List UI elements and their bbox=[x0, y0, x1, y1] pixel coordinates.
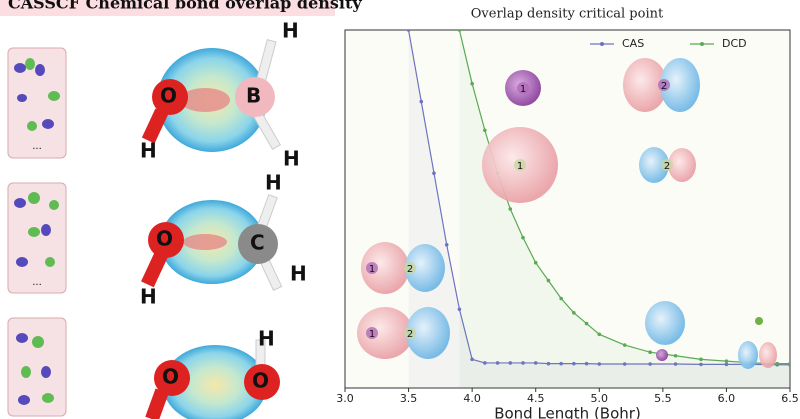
point bbox=[584, 361, 589, 366]
page-title: CASSCF Chemical bond overlap density bbox=[8, 0, 362, 13]
point bbox=[533, 361, 538, 365]
atom-label: H bbox=[265, 171, 282, 195]
legend-marker bbox=[600, 42, 604, 46]
orbital-label: 2 bbox=[664, 161, 670, 172]
atom-label: H bbox=[258, 327, 275, 351]
atom-label: O bbox=[156, 227, 173, 251]
legend-marker bbox=[700, 42, 704, 46]
point bbox=[432, 171, 436, 175]
point bbox=[699, 362, 703, 367]
ellipsis: ... bbox=[32, 277, 42, 288]
point bbox=[572, 361, 576, 366]
point bbox=[508, 361, 513, 365]
point bbox=[521, 361, 525, 365]
point bbox=[559, 361, 563, 366]
orbital-marker bbox=[404, 327, 416, 339]
orbital-label: 1 bbox=[369, 329, 375, 340]
point bbox=[495, 361, 500, 365]
x-axis: 3.0 3.5 4.0 4.5 5.0 5.5 6.0 6.5 Bond Length (Boh… bbox=[336, 388, 799, 419]
point bbox=[673, 353, 678, 358]
legend-label: DCD bbox=[722, 37, 747, 50]
orbital-label: 1 bbox=[369, 264, 375, 275]
point bbox=[572, 311, 576, 315]
point bbox=[788, 361, 790, 366]
point bbox=[648, 362, 652, 366]
point bbox=[673, 362, 678, 366]
atom-label: H bbox=[140, 139, 157, 163]
point bbox=[546, 361, 551, 366]
point bbox=[724, 359, 729, 363]
point bbox=[597, 362, 602, 366]
ellipsis: ... bbox=[32, 141, 42, 152]
point bbox=[457, 30, 462, 32]
line bbox=[407, 30, 790, 366]
point bbox=[724, 362, 729, 367]
orbital-marker bbox=[517, 82, 529, 94]
atom-label: B bbox=[246, 84, 261, 108]
molecule: O O H bbox=[145, 327, 280, 419]
chart-title: Overlap density critical point bbox=[471, 7, 664, 22]
orbital-label: 2 bbox=[661, 81, 667, 92]
point bbox=[533, 260, 538, 265]
point bbox=[699, 357, 703, 362]
point bbox=[444, 243, 449, 247]
point bbox=[546, 278, 551, 283]
x-tick-label: 3.0 bbox=[336, 392, 354, 405]
atom-label: C bbox=[250, 231, 265, 255]
orbital-label: 2 bbox=[407, 329, 413, 340]
point bbox=[483, 128, 487, 133]
orbital-marker bbox=[661, 159, 673, 171]
atom-label: O bbox=[162, 365, 179, 389]
area-fill bbox=[459, 30, 790, 388]
point bbox=[406, 30, 411, 32]
atom-label: H bbox=[282, 19, 299, 43]
legend-label: CAS bbox=[622, 37, 644, 50]
point bbox=[508, 207, 513, 211]
orbital-marker bbox=[404, 262, 416, 274]
atom-label: H bbox=[140, 285, 157, 309]
point bbox=[419, 99, 424, 104]
legend: CAS DCD bbox=[590, 37, 747, 50]
molecule: H H O B H bbox=[140, 19, 300, 171]
atom-label: O bbox=[160, 84, 177, 108]
orbital-label: 1 bbox=[520, 84, 526, 95]
title-band bbox=[0, 0, 335, 16]
x-tick-label: 5.0 bbox=[591, 392, 609, 405]
point bbox=[597, 332, 602, 337]
orbital-labels: 1 1 2 2 1 2 1 2 bbox=[366, 79, 673, 340]
x-tick-label: 6.5 bbox=[781, 392, 799, 405]
atom-label: O bbox=[252, 369, 269, 393]
orbital-marker bbox=[366, 262, 378, 274]
molecule: H O C H H bbox=[140, 171, 307, 309]
point bbox=[559, 296, 563, 301]
point bbox=[457, 307, 462, 312]
point bbox=[622, 343, 627, 347]
orbital-marker bbox=[514, 159, 526, 171]
x-tick-label: 4.0 bbox=[463, 392, 481, 405]
orbital-label: 2 bbox=[407, 264, 413, 275]
atom-label: H bbox=[283, 147, 300, 171]
x-tick-label: 4.5 bbox=[527, 392, 545, 405]
point bbox=[483, 361, 487, 365]
orbital-label: 1 bbox=[517, 161, 523, 172]
orbital-marker bbox=[658, 79, 670, 91]
point bbox=[584, 321, 589, 326]
point bbox=[622, 362, 627, 366]
x-tick-label: 3.5 bbox=[400, 392, 418, 405]
area-fill bbox=[408, 30, 790, 388]
thumbnails: ... ... bbox=[7, 47, 67, 417]
point bbox=[470, 81, 474, 86]
x-axis-label: Bond Length (Bohr) bbox=[494, 405, 641, 419]
orbital-marker bbox=[366, 327, 378, 339]
point bbox=[648, 350, 652, 355]
point bbox=[470, 357, 474, 362]
atom-label: H bbox=[290, 262, 307, 286]
x-tick-label: 6.0 bbox=[718, 392, 736, 405]
point bbox=[521, 235, 525, 240]
x-tick-label: 5.5 bbox=[654, 392, 672, 405]
point bbox=[775, 361, 780, 366]
orbitals bbox=[357, 58, 777, 369]
